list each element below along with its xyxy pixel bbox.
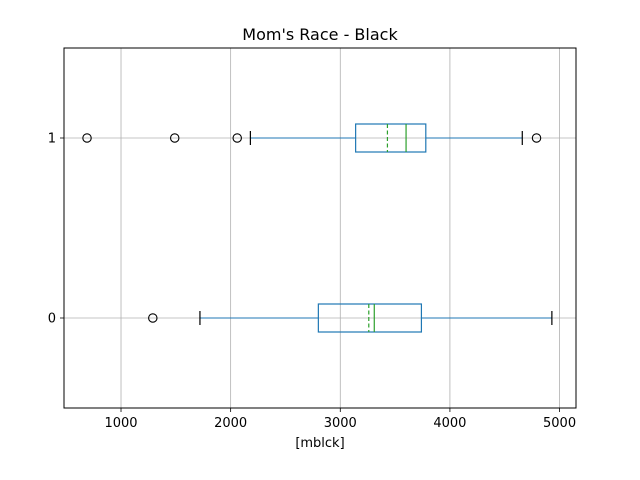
iqr-box — [355, 123, 427, 153]
outlier-point — [148, 313, 158, 323]
outlier-point — [232, 133, 242, 143]
outlier-point — [82, 133, 92, 143]
x-tick-label: 2000 — [214, 416, 247, 431]
outlier-point — [531, 133, 542, 143]
grid-lines — [64, 48, 576, 408]
x-axis-label: [mblck] — [295, 436, 344, 451]
x-tick-label: 1000 — [104, 416, 137, 431]
chart-title: Mom's Race - Black — [242, 25, 398, 44]
x-tick-label: 3000 — [324, 416, 357, 431]
y-tick-label: 1 — [48, 132, 56, 147]
iqr-box — [317, 303, 423, 333]
axes-layer: 1000 2000 3000 4000 5000 0 1 — [48, 132, 576, 432]
x-tick-label: 4000 — [433, 416, 466, 431]
data-layer — [82, 123, 553, 333]
outlier-point — [169, 133, 180, 143]
plot-area — [63, 47, 577, 409]
y-tick-label: 0 — [48, 312, 56, 327]
x-tick-label: 5000 — [543, 416, 576, 431]
